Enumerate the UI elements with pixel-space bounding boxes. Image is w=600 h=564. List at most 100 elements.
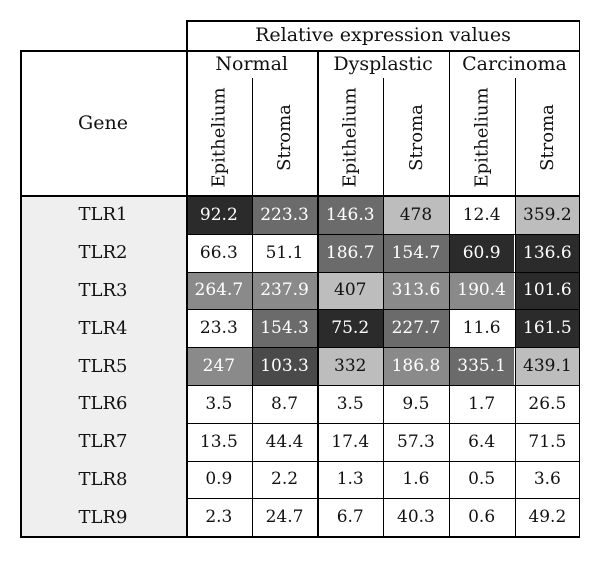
value-cell: 2.2 [251,460,318,499]
value-cell: 71.5 [514,422,581,461]
grid-line [186,20,188,537]
gene-label: TLR5 [20,347,186,385]
value-cell: 12.4 [448,196,515,234]
gene-label: TLR7 [20,422,186,461]
value-cell: 1.7 [448,385,515,423]
value-cell: 6.4 [448,422,515,461]
value-cell: 439.1 [514,347,581,385]
value-cell: 23.3 [186,309,252,348]
subcolumn-header: Epithelium [449,78,515,196]
value-cell: 103.3 [251,347,318,385]
subcolumn-header: Stroma [252,78,318,196]
value-cell: 0.9 [186,460,252,499]
value-cell: 8.7 [251,385,318,423]
value-cell: 2.3 [186,498,252,537]
grid-line [186,498,580,500]
value-cell: 313.6 [383,271,449,310]
grid-line [186,309,580,311]
value-cell: 40.3 [383,498,449,537]
value-cell: 264.7 [186,271,252,310]
subcolumn-header: Stroma [383,78,449,196]
value-cell: 60.9 [448,233,515,272]
grid-line [20,536,580,538]
grid-line [186,385,580,386]
gene-label: TLR2 [20,233,186,272]
grid-line [186,347,580,349]
value-cell: 0.6 [448,498,515,537]
grid-line [20,195,580,197]
grid-line [317,50,319,537]
value-cell: 190.4 [448,271,515,310]
gene-label: TLR3 [20,271,186,310]
grid-line [578,20,580,538]
value-cell: 359.2 [514,196,581,234]
grid-line [448,50,451,537]
gene-label: TLR4 [20,309,186,348]
grid-line [186,20,580,22]
value-cell: 3.5 [317,385,384,423]
gene-label: TLR1 [20,196,186,234]
value-cell: 44.4 [251,422,318,461]
subcolumn-header: Stroma [515,78,581,196]
value-cell: 161.5 [514,309,581,348]
value-cell: 24.7 [251,498,318,537]
grid-line [251,78,253,537]
grid-line [20,50,22,537]
value-cell: 49.2 [514,498,581,537]
value-cell: 0.5 [448,460,515,499]
subcolumn-label: Stroma [405,103,427,171]
value-cell: 407 [317,271,384,310]
gene-label: TLR9 [20,498,186,537]
grid-line [20,50,580,52]
value-cell: 227.7 [383,309,449,348]
value-cell: 1.3 [317,460,384,499]
value-cell: 6.7 [317,498,384,537]
value-cell: 11.6 [448,309,515,348]
value-cell: 3.6 [514,460,581,499]
grid-line [186,271,580,273]
subcolumn-label: Epithelium [339,86,361,188]
value-cell: 75.2 [317,309,384,348]
value-cell: 186.7 [317,233,384,272]
value-cell: 332 [317,347,384,385]
value-cell: 1.6 [383,460,449,499]
value-cell: 13.5 [186,422,252,461]
subcolumn-label: Stroma [536,103,558,171]
grid-line [186,233,580,235]
group-header: Carcinoma [462,53,567,75]
value-cell: 154.7 [383,233,449,272]
value-cell: 247 [186,347,252,385]
value-cell: 146.3 [317,196,384,234]
value-cell: 154.3 [251,309,318,348]
value-cell: 223.3 [251,196,318,234]
grid-line [186,460,580,462]
value-cell: 3.5 [186,385,252,423]
value-cell: 51.1 [251,233,318,272]
value-cell: 92.2 [186,196,252,234]
value-cell: 237.9 [251,271,318,310]
value-cell: 66.3 [186,233,252,272]
value-cell: 26.5 [514,385,581,423]
value-cell: 335.1 [448,347,515,385]
grid-line [186,422,580,424]
group-header: Dysplastic [333,53,433,75]
value-cell: 9.5 [383,385,449,423]
subcolumn-label: Epithelium [208,86,230,188]
value-cell: 101.6 [514,271,581,310]
value-cell: 57.3 [383,422,449,461]
grid-line [514,78,516,537]
value-cell: 186.8 [383,347,449,385]
group-header: Normal [215,53,288,75]
gene-label: TLR8 [20,460,186,499]
table-title: Relative expression values [255,24,511,46]
value-cell: 478 [383,196,449,234]
value-cell: 136.6 [514,233,581,272]
subcolumn-label: Epithelium [471,86,493,188]
subcolumn-header: Epithelium [317,78,383,196]
subcolumn-header: Epithelium [186,78,252,196]
value-cell: 17.4 [317,422,384,461]
gene-label: TLR6 [20,385,186,423]
subcolumn-label: Stroma [274,103,296,171]
gene-header: Gene [78,112,128,134]
grid-line [383,78,385,537]
